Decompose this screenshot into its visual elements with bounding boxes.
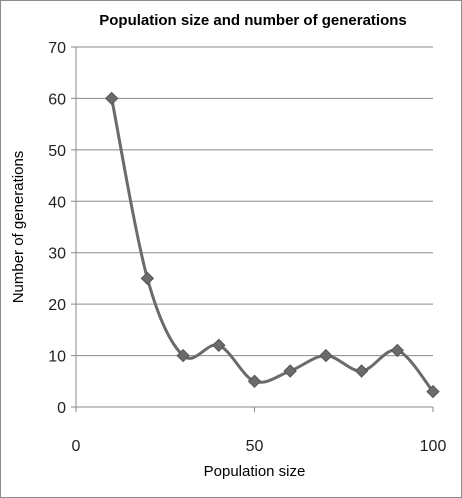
data-point bbox=[247, 374, 262, 388]
y-tick-label: 10 bbox=[48, 349, 66, 366]
x-tick-label: 50 bbox=[246, 438, 264, 455]
gridlines bbox=[76, 46, 433, 357]
x-tick-labels: 0 50 100 bbox=[72, 407, 447, 455]
y-tick-label: 20 bbox=[48, 297, 66, 314]
data-point bbox=[104, 91, 119, 106]
data-point bbox=[319, 348, 333, 363]
series-line bbox=[110, 98, 435, 393]
data-point bbox=[354, 364, 369, 378]
data-point bbox=[283, 364, 297, 378]
data-point bbox=[140, 271, 155, 286]
data-point bbox=[212, 338, 226, 352]
chart-title: Population size and number of generation… bbox=[99, 12, 407, 29]
x-tick-label: 0 bbox=[72, 438, 81, 455]
data-point bbox=[176, 348, 190, 363]
y-tick-label: 70 bbox=[48, 40, 66, 57]
y-tick-label: 30 bbox=[48, 246, 66, 263]
plot-area bbox=[104, 91, 440, 399]
y-tick-label: 50 bbox=[48, 143, 66, 160]
y-tick-labels: 0 10 20 30 40 50 60 70 bbox=[48, 40, 76, 417]
x-axis-title: Population size bbox=[204, 463, 306, 480]
y-tick-label: 40 bbox=[48, 194, 66, 211]
y-axis-title: Number of generations bbox=[10, 151, 27, 304]
data-point bbox=[390, 343, 405, 358]
x-tick-label: 100 bbox=[420, 438, 447, 455]
data-point bbox=[426, 384, 440, 399]
y-tick-label: 60 bbox=[48, 91, 66, 108]
y-tick-label: 0 bbox=[57, 400, 66, 417]
